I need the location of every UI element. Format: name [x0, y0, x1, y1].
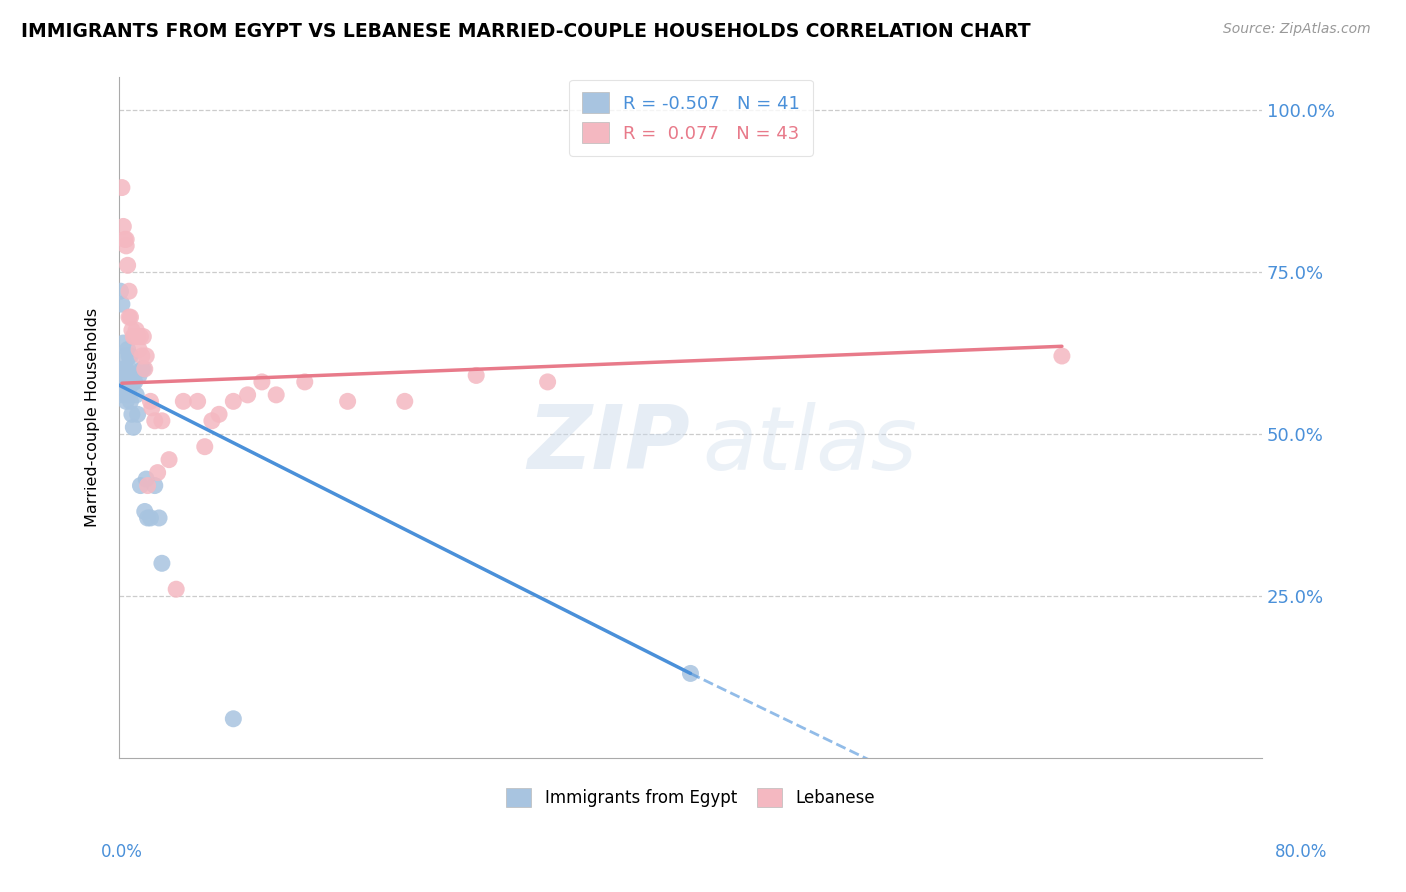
Point — [114, 362, 136, 376]
Point — [120, 394, 142, 409]
Text: 0.0%: 0.0% — [101, 843, 143, 861]
Point — [150, 557, 173, 571]
Point — [150, 414, 173, 428]
Point — [111, 180, 134, 194]
Point — [125, 388, 148, 402]
Point — [124, 375, 146, 389]
Point — [146, 466, 169, 480]
Point — [112, 219, 135, 234]
Point — [115, 232, 138, 246]
Point — [139, 511, 162, 525]
Point — [120, 310, 142, 325]
Point — [124, 329, 146, 343]
Point — [536, 375, 558, 389]
Point — [125, 323, 148, 337]
Point — [117, 258, 139, 272]
Point — [264, 388, 287, 402]
Point — [114, 232, 136, 246]
Point — [122, 329, 145, 343]
Point — [122, 420, 145, 434]
Point — [114, 349, 136, 363]
Text: Source: ZipAtlas.com: Source: ZipAtlas.com — [1223, 22, 1371, 37]
Point — [131, 362, 153, 376]
Point — [294, 375, 316, 389]
Point — [394, 394, 416, 409]
Point — [187, 394, 209, 409]
Point — [132, 329, 155, 343]
Point — [110, 375, 132, 389]
Point — [117, 388, 139, 402]
Point — [135, 349, 157, 363]
Point — [336, 394, 359, 409]
Point — [127, 329, 149, 343]
Point — [118, 362, 141, 376]
Point — [118, 284, 141, 298]
Point — [679, 666, 702, 681]
Point — [135, 472, 157, 486]
Point — [129, 478, 152, 492]
Point — [111, 388, 134, 402]
Point — [131, 349, 153, 363]
Point — [201, 414, 224, 428]
Point — [157, 452, 180, 467]
Point — [143, 414, 166, 428]
Point — [136, 478, 159, 492]
Point — [134, 362, 156, 376]
Point — [128, 343, 150, 357]
Point — [222, 394, 245, 409]
Point — [117, 343, 139, 357]
Text: 80.0%: 80.0% — [1275, 843, 1327, 861]
Point — [110, 284, 132, 298]
Point — [127, 407, 149, 421]
Y-axis label: Married-couple Households: Married-couple Households — [86, 308, 100, 527]
Point — [122, 375, 145, 389]
Point — [208, 407, 231, 421]
Legend: Immigrants from Egypt, Lebanese: Immigrants from Egypt, Lebanese — [499, 781, 882, 814]
Point — [172, 394, 194, 409]
Point — [1050, 349, 1073, 363]
Point — [111, 297, 134, 311]
Point — [120, 349, 142, 363]
Text: ZIP: ZIP — [527, 401, 690, 488]
Point — [128, 368, 150, 383]
Point — [118, 381, 141, 395]
Point — [114, 375, 136, 389]
Point — [136, 511, 159, 525]
Point — [121, 323, 143, 337]
Point — [236, 388, 259, 402]
Point — [112, 362, 135, 376]
Point — [194, 440, 217, 454]
Text: IMMIGRANTS FROM EGYPT VS LEBANESE MARRIED-COUPLE HOUSEHOLDS CORRELATION CHART: IMMIGRANTS FROM EGYPT VS LEBANESE MARRIE… — [21, 22, 1031, 41]
Point — [112, 336, 135, 351]
Point — [117, 368, 139, 383]
Point — [139, 394, 162, 409]
Point — [134, 504, 156, 518]
Point — [115, 394, 138, 409]
Point — [148, 511, 170, 525]
Point — [143, 478, 166, 492]
Point — [129, 329, 152, 343]
Point — [115, 362, 138, 376]
Point — [115, 239, 138, 253]
Point — [141, 401, 163, 415]
Point — [118, 310, 141, 325]
Point — [115, 381, 138, 395]
Point — [250, 375, 273, 389]
Point — [465, 368, 488, 383]
Point — [222, 712, 245, 726]
Point — [112, 368, 135, 383]
Point — [121, 368, 143, 383]
Point — [121, 407, 143, 421]
Point — [118, 349, 141, 363]
Text: atlas: atlas — [702, 401, 917, 488]
Point — [165, 582, 187, 597]
Point — [132, 362, 155, 376]
